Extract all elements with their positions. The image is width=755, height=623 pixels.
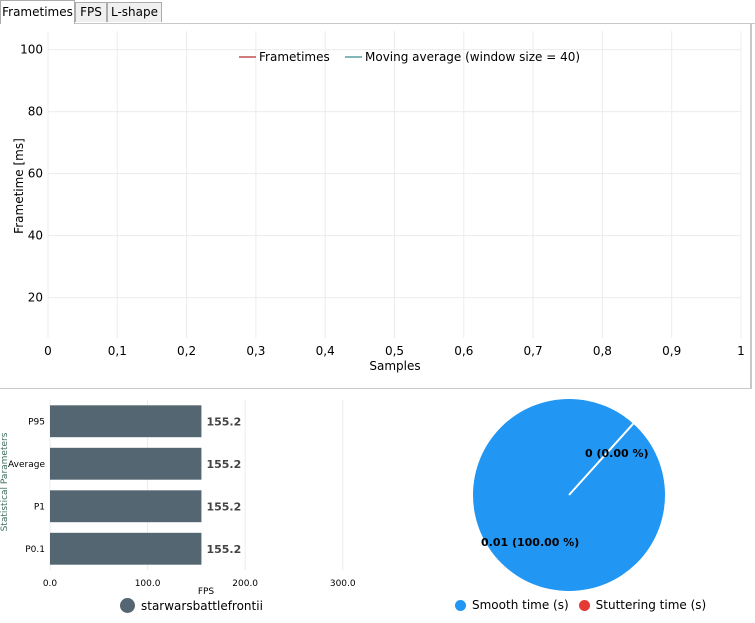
bar-value-label: 155.2: [206, 458, 241, 471]
x-tick-label: 0,2: [177, 344, 196, 358]
x-tick-label: 0,4: [316, 344, 335, 358]
pie-legend: Smooth time (s) Stuttering time (s): [455, 598, 706, 612]
legend-frametimes-label: Frametimes: [259, 50, 330, 64]
line-legend: Frametimes Moving average (window size =…: [239, 50, 580, 64]
pie-label-smooth: 0.01 (100.00 %): [481, 536, 579, 549]
tab-strip: Frametimes FPS L-shape: [0, 0, 755, 24]
y-tick-label: 100: [20, 43, 43, 57]
legend-dot-smooth: [455, 599, 466, 611]
pie-label-stuttering: 0 (0.00 %): [585, 447, 649, 460]
x-axis-label: Samples: [369, 359, 420, 373]
x-tick-label: 0,6: [454, 344, 473, 358]
legend-moving-average-label: Moving average (window size = 40): [365, 50, 580, 64]
bar-y-axis-label: Statistical Parameters: [0, 432, 10, 531]
y-tick-label: 40: [28, 229, 43, 243]
statistical-parameters-bar-chart: P95 155.2 Average 155.2 P1 155.2 P0.1 155.2 0.0…: [0, 400, 356, 595]
smooth-stutter-pie-chart: 0 (0.00 %) 0.01 (100.00 %): [473, 399, 665, 591]
tab-l-shape[interactable]: L-shape: [107, 2, 162, 22]
legend-dot-stuttering: [578, 599, 590, 611]
y-tick-label: 20: [28, 291, 43, 305]
x-tick-label: 0: [44, 344, 52, 358]
bar: [50, 490, 202, 523]
bar-category-label: P95: [28, 417, 45, 427]
bar-x-tick-label: 300.0: [330, 579, 356, 589]
pie-slice-boundary: [568, 422, 634, 496]
frametimes-panel: [0, 23, 752, 389]
tab-frametimes[interactable]: Frametimes: [0, 0, 75, 24]
x-tick-label: 0,7: [524, 344, 543, 358]
bar-legend-label: starwarsbattlefrontii: [141, 598, 263, 613]
x-tick-label: 0,5: [385, 344, 404, 358]
y-tick-label: 60: [28, 167, 43, 181]
bar-value-label: 155.2: [206, 415, 241, 428]
x-tick-label: 0,8: [593, 344, 612, 358]
x-tick-label: 1: [737, 344, 745, 358]
y-axis-label: Frametime [ms]: [12, 138, 26, 234]
bar-value-label: 155.2: [206, 543, 241, 556]
tab-fps[interactable]: FPS: [75, 2, 107, 22]
bar: [50, 405, 202, 438]
bar: [50, 447, 202, 480]
bar-legend: starwarsbattlefrontii: [120, 598, 263, 613]
pie-legend-stuttering-label: Stuttering time (s): [595, 598, 707, 612]
frametime-line-chart: 20 40 60 80 100 0 0,1 0,2 0,3 0,4 0,5 0,6 0,7 0,8 0,9…: [12, 31, 745, 373]
bar-category-label: Average: [8, 460, 45, 470]
pie-legend-smooth-label: Smooth time (s): [472, 598, 569, 612]
bar-x-tick-label: 200.0: [232, 579, 258, 589]
bar-x-tick-label: 0.0: [43, 579, 58, 589]
bar-x-tick-label: 100.0: [135, 579, 161, 589]
legend-dot: [120, 598, 135, 613]
x-tick-label: 0,9: [662, 344, 681, 358]
bar: [50, 532, 202, 565]
bar-x-axis-label: FPS: [198, 587, 215, 595]
x-tick-label: 0,3: [246, 344, 265, 358]
bar-category-label: P1: [34, 502, 45, 512]
bar-category-label: P0.1: [25, 545, 45, 555]
x-tick-label: 0,1: [108, 344, 127, 358]
bar-value-label: 155.2: [206, 500, 241, 513]
y-tick-label: 80: [28, 105, 43, 119]
